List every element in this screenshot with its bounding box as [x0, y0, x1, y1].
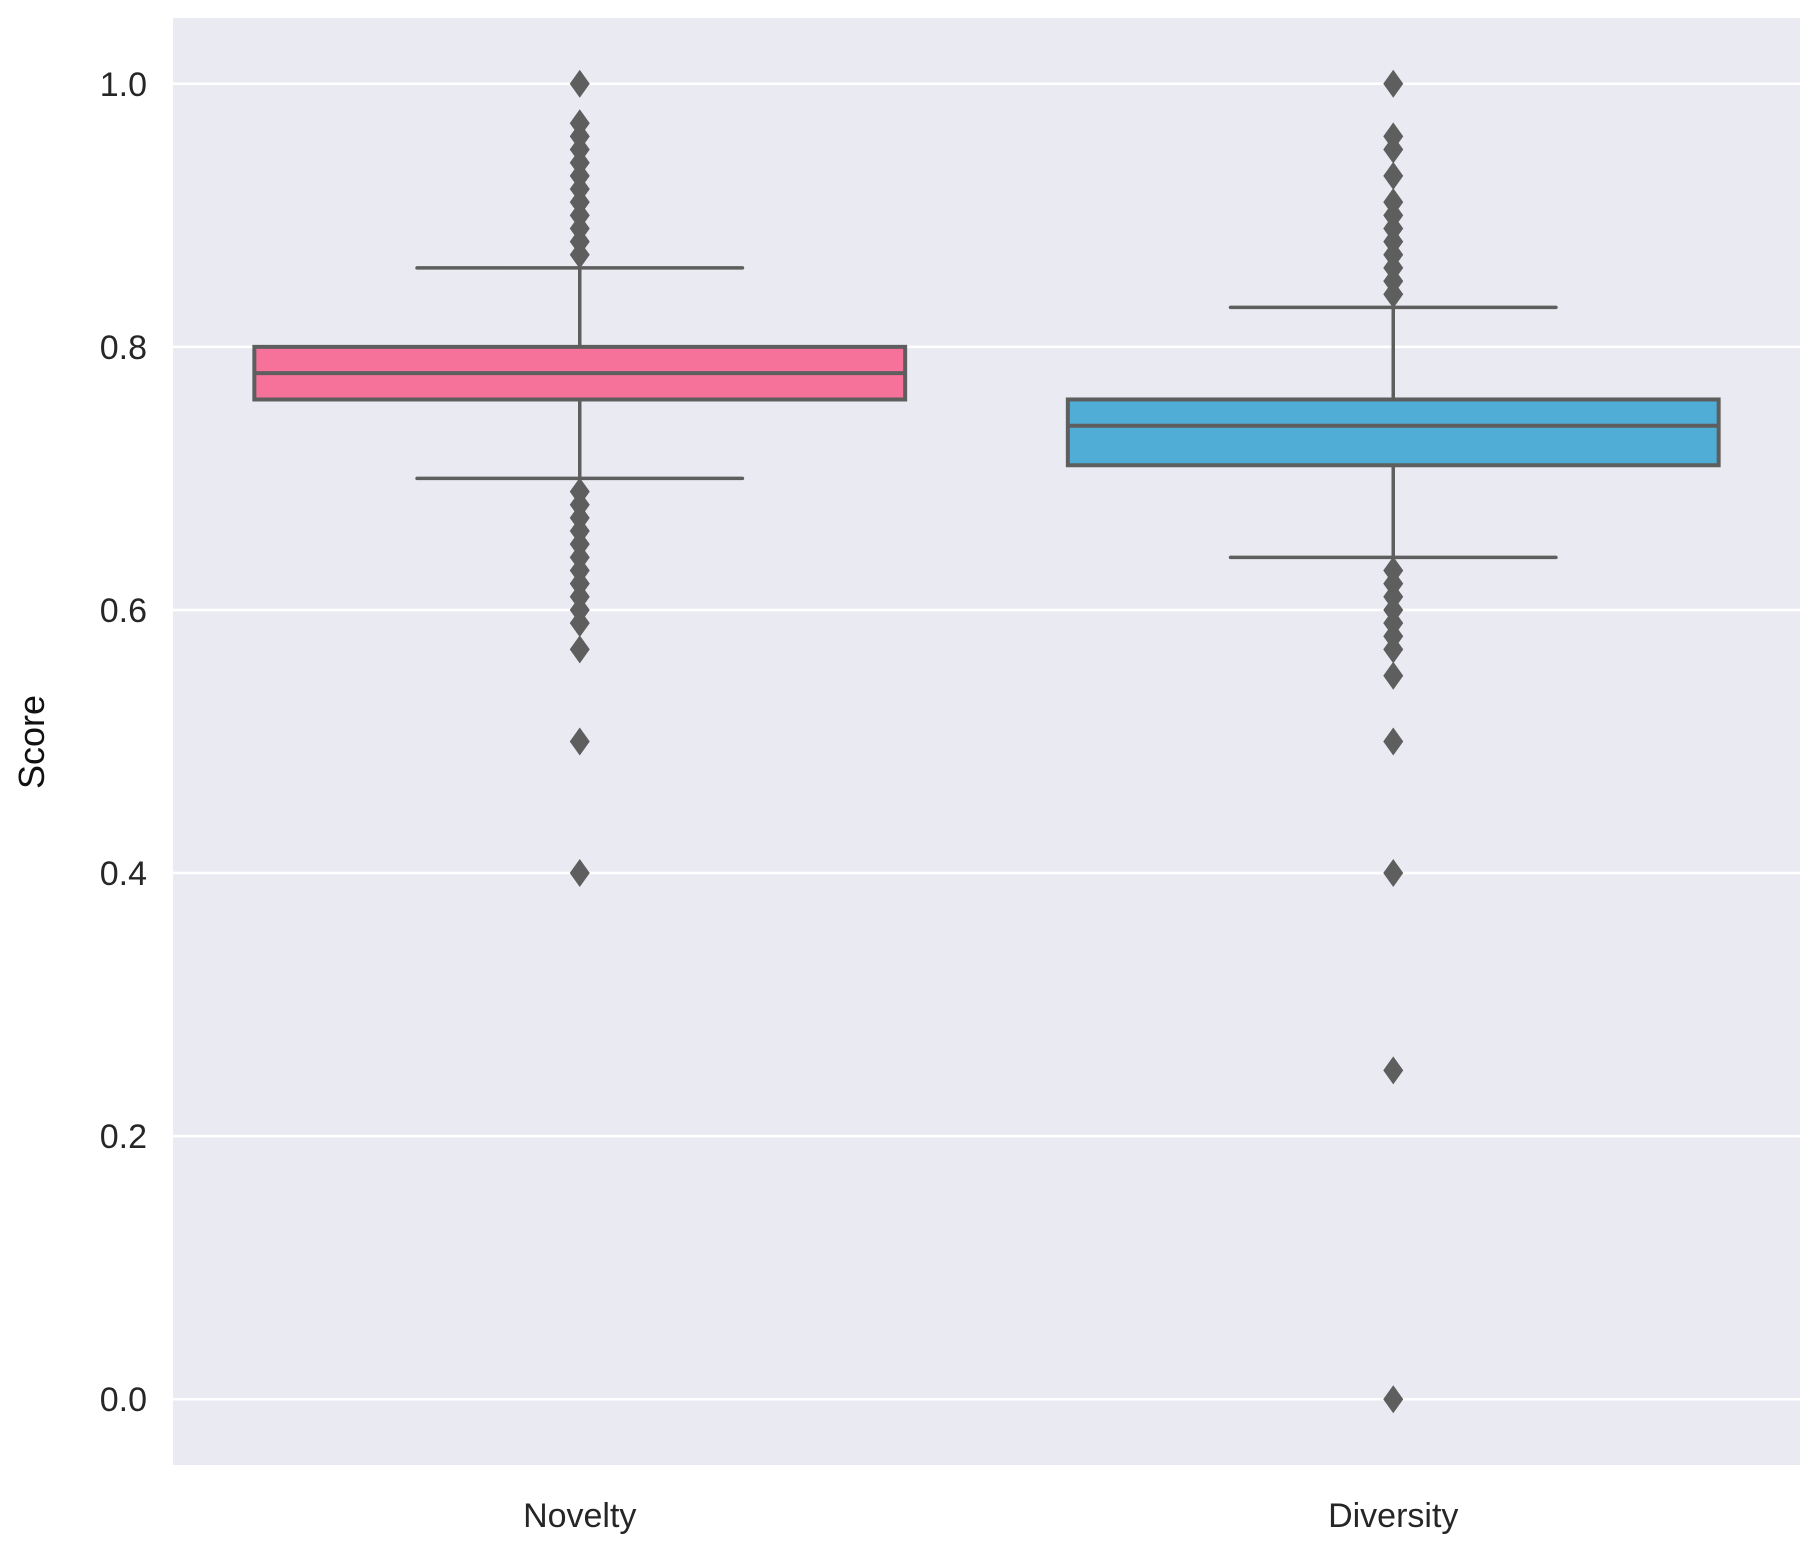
x-axis: Novelty Diversity	[523, 1497, 1458, 1535]
outlier-point	[1383, 727, 1404, 756]
box-group-diversity	[1065, 69, 1721, 1414]
outlier-point	[569, 609, 590, 638]
y-axis-label: Score	[11, 695, 52, 789]
y-tick-label: 0.0	[100, 1381, 147, 1419]
box-iqr	[1065, 397, 1721, 468]
outlier-point	[569, 859, 590, 888]
y-tick-label: 0.8	[100, 329, 147, 367]
y-tick-label: 0.4	[100, 855, 147, 893]
outlier-point	[569, 240, 590, 269]
y-axis: 0.0 0.2 0.4 0.6 0.8 1.0	[100, 66, 147, 1419]
outlier-point	[1383, 135, 1404, 164]
outlier-point	[569, 69, 590, 98]
outlier-point	[1383, 1385, 1404, 1414]
box-group-novelty	[252, 69, 908, 888]
y-tick-label: 0.2	[100, 1118, 147, 1156]
x-tick-label: Novelty	[523, 1497, 636, 1535]
outlier-point	[1383, 635, 1404, 664]
outlier-point	[569, 635, 590, 664]
y-tick-label: 1.0	[100, 66, 147, 104]
outlier-point	[1383, 69, 1404, 98]
outlier-point	[1383, 1056, 1404, 1085]
outlier-point	[1383, 661, 1404, 690]
outlier-point	[1383, 859, 1404, 888]
plot-background	[173, 18, 1800, 1465]
outlier-point	[569, 727, 590, 756]
y-tick-label: 0.6	[100, 592, 147, 630]
outlier-point	[1383, 161, 1404, 190]
outlier-point	[1383, 280, 1404, 309]
boxes	[252, 69, 1721, 1414]
x-tick-label: Diversity	[1328, 1497, 1458, 1535]
